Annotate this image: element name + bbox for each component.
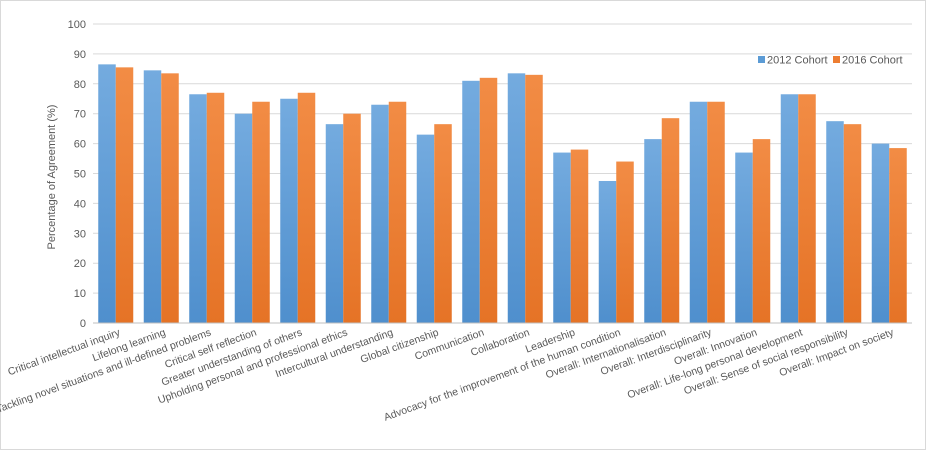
legend-swatch — [833, 56, 840, 63]
bar-2016-cohort — [434, 124, 452, 323]
bar-2012-cohort — [371, 104, 389, 323]
y-tick-label: 40 — [74, 198, 86, 210]
legend-label: 2016 Cohort — [842, 55, 903, 67]
bar-2012-cohort — [826, 121, 844, 323]
gridlines — [93, 23, 912, 294]
legend-swatch — [758, 56, 765, 63]
bar-2012-cohort — [325, 124, 344, 323]
bar-2016-cohort — [616, 161, 634, 323]
bar-2012-cohort — [98, 64, 116, 324]
y-tick-label: 60 — [74, 139, 86, 151]
bar-2016-cohort — [889, 148, 907, 323]
y-tick-label: 90 — [74, 49, 86, 61]
bar-2016-cohort — [115, 67, 134, 323]
bar-2012-cohort — [189, 94, 207, 323]
bar-2012-cohort — [416, 134, 435, 323]
y-tick-label: 10 — [74, 288, 86, 300]
y-tick-label: 70 — [74, 109, 86, 121]
y-tick-label: 50 — [74, 169, 86, 181]
y-axis-title: Percentage of Agreement (%) — [46, 105, 58, 250]
bar-2012-cohort — [644, 139, 662, 323]
y-tick-label: 30 — [74, 228, 86, 240]
bar-2016-cohort — [206, 92, 225, 324]
bar-2012-cohort — [553, 152, 571, 323]
bar-2012-cohort — [735, 152, 753, 323]
bar-2012-cohort — [598, 180, 617, 323]
bar-2012-cohort — [689, 101, 708, 324]
bar-2012-cohort — [462, 80, 480, 323]
bar-2012-cohort — [780, 94, 799, 323]
legend: 2012 Cohort 2016 Cohort — [758, 55, 903, 67]
y-tick-label: 80 — [74, 79, 86, 91]
bar-2016-cohort — [525, 74, 543, 323]
bar-2016-cohort — [297, 92, 316, 324]
bar-2016-cohort — [252, 101, 270, 324]
bar-2016-cohort — [161, 73, 179, 324]
bar-2016-cohort — [752, 139, 771, 323]
bar-2012-cohort — [143, 70, 162, 323]
bar-2012-cohort — [871, 143, 890, 323]
y-tick-label: 20 — [74, 258, 86, 270]
y-tick-label: 0 — [80, 318, 86, 330]
bar-2016-cohort — [343, 113, 361, 323]
bar-2012-cohort — [234, 113, 253, 323]
legend-label: 2012 Cohort — [767, 55, 828, 67]
bar-2016-cohort — [661, 118, 680, 323]
y-tick-label: 100 — [68, 19, 86, 31]
bar-2016-cohort — [843, 124, 862, 323]
bar-2016-cohort — [479, 77, 498, 323]
bar-2016-cohort — [388, 101, 407, 324]
bar-2012-cohort — [280, 98, 298, 323]
bar-2016-cohort — [798, 94, 816, 323]
bar-2012-cohort — [507, 73, 526, 324]
bar-2016-cohort — [570, 149, 589, 323]
bars — [98, 64, 907, 324]
bar-2016-cohort — [707, 101, 725, 324]
